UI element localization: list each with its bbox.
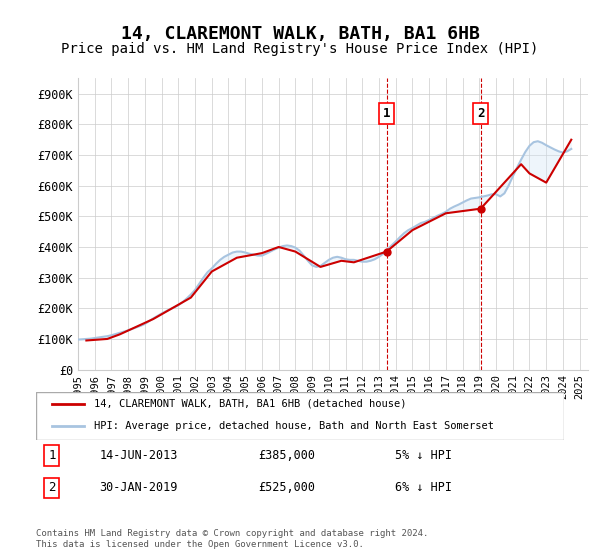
Text: 2: 2: [477, 107, 484, 120]
Text: 1: 1: [48, 449, 56, 462]
Text: Contains HM Land Registry data © Crown copyright and database right 2024.
This d: Contains HM Land Registry data © Crown c…: [36, 529, 428, 549]
Text: 2: 2: [48, 482, 56, 494]
Text: 30-JAN-2019: 30-JAN-2019: [100, 482, 178, 494]
Text: 14, CLAREMONT WALK, BATH, BA1 6HB (detached house): 14, CLAREMONT WALK, BATH, BA1 6HB (detac…: [94, 399, 407, 409]
Text: 5% ↓ HPI: 5% ↓ HPI: [395, 449, 452, 462]
Text: 1: 1: [383, 107, 390, 120]
Text: 6% ↓ HPI: 6% ↓ HPI: [395, 482, 452, 494]
Text: £385,000: £385,000: [258, 449, 315, 462]
Text: £525,000: £525,000: [258, 482, 315, 494]
Text: HPI: Average price, detached house, Bath and North East Somerset: HPI: Average price, detached house, Bath…: [94, 421, 494, 431]
Text: 14-JUN-2013: 14-JUN-2013: [100, 449, 178, 462]
Text: 14, CLAREMONT WALK, BATH, BA1 6HB: 14, CLAREMONT WALK, BATH, BA1 6HB: [121, 25, 479, 43]
Text: Price paid vs. HM Land Registry's House Price Index (HPI): Price paid vs. HM Land Registry's House …: [61, 42, 539, 56]
FancyBboxPatch shape: [36, 392, 564, 440]
